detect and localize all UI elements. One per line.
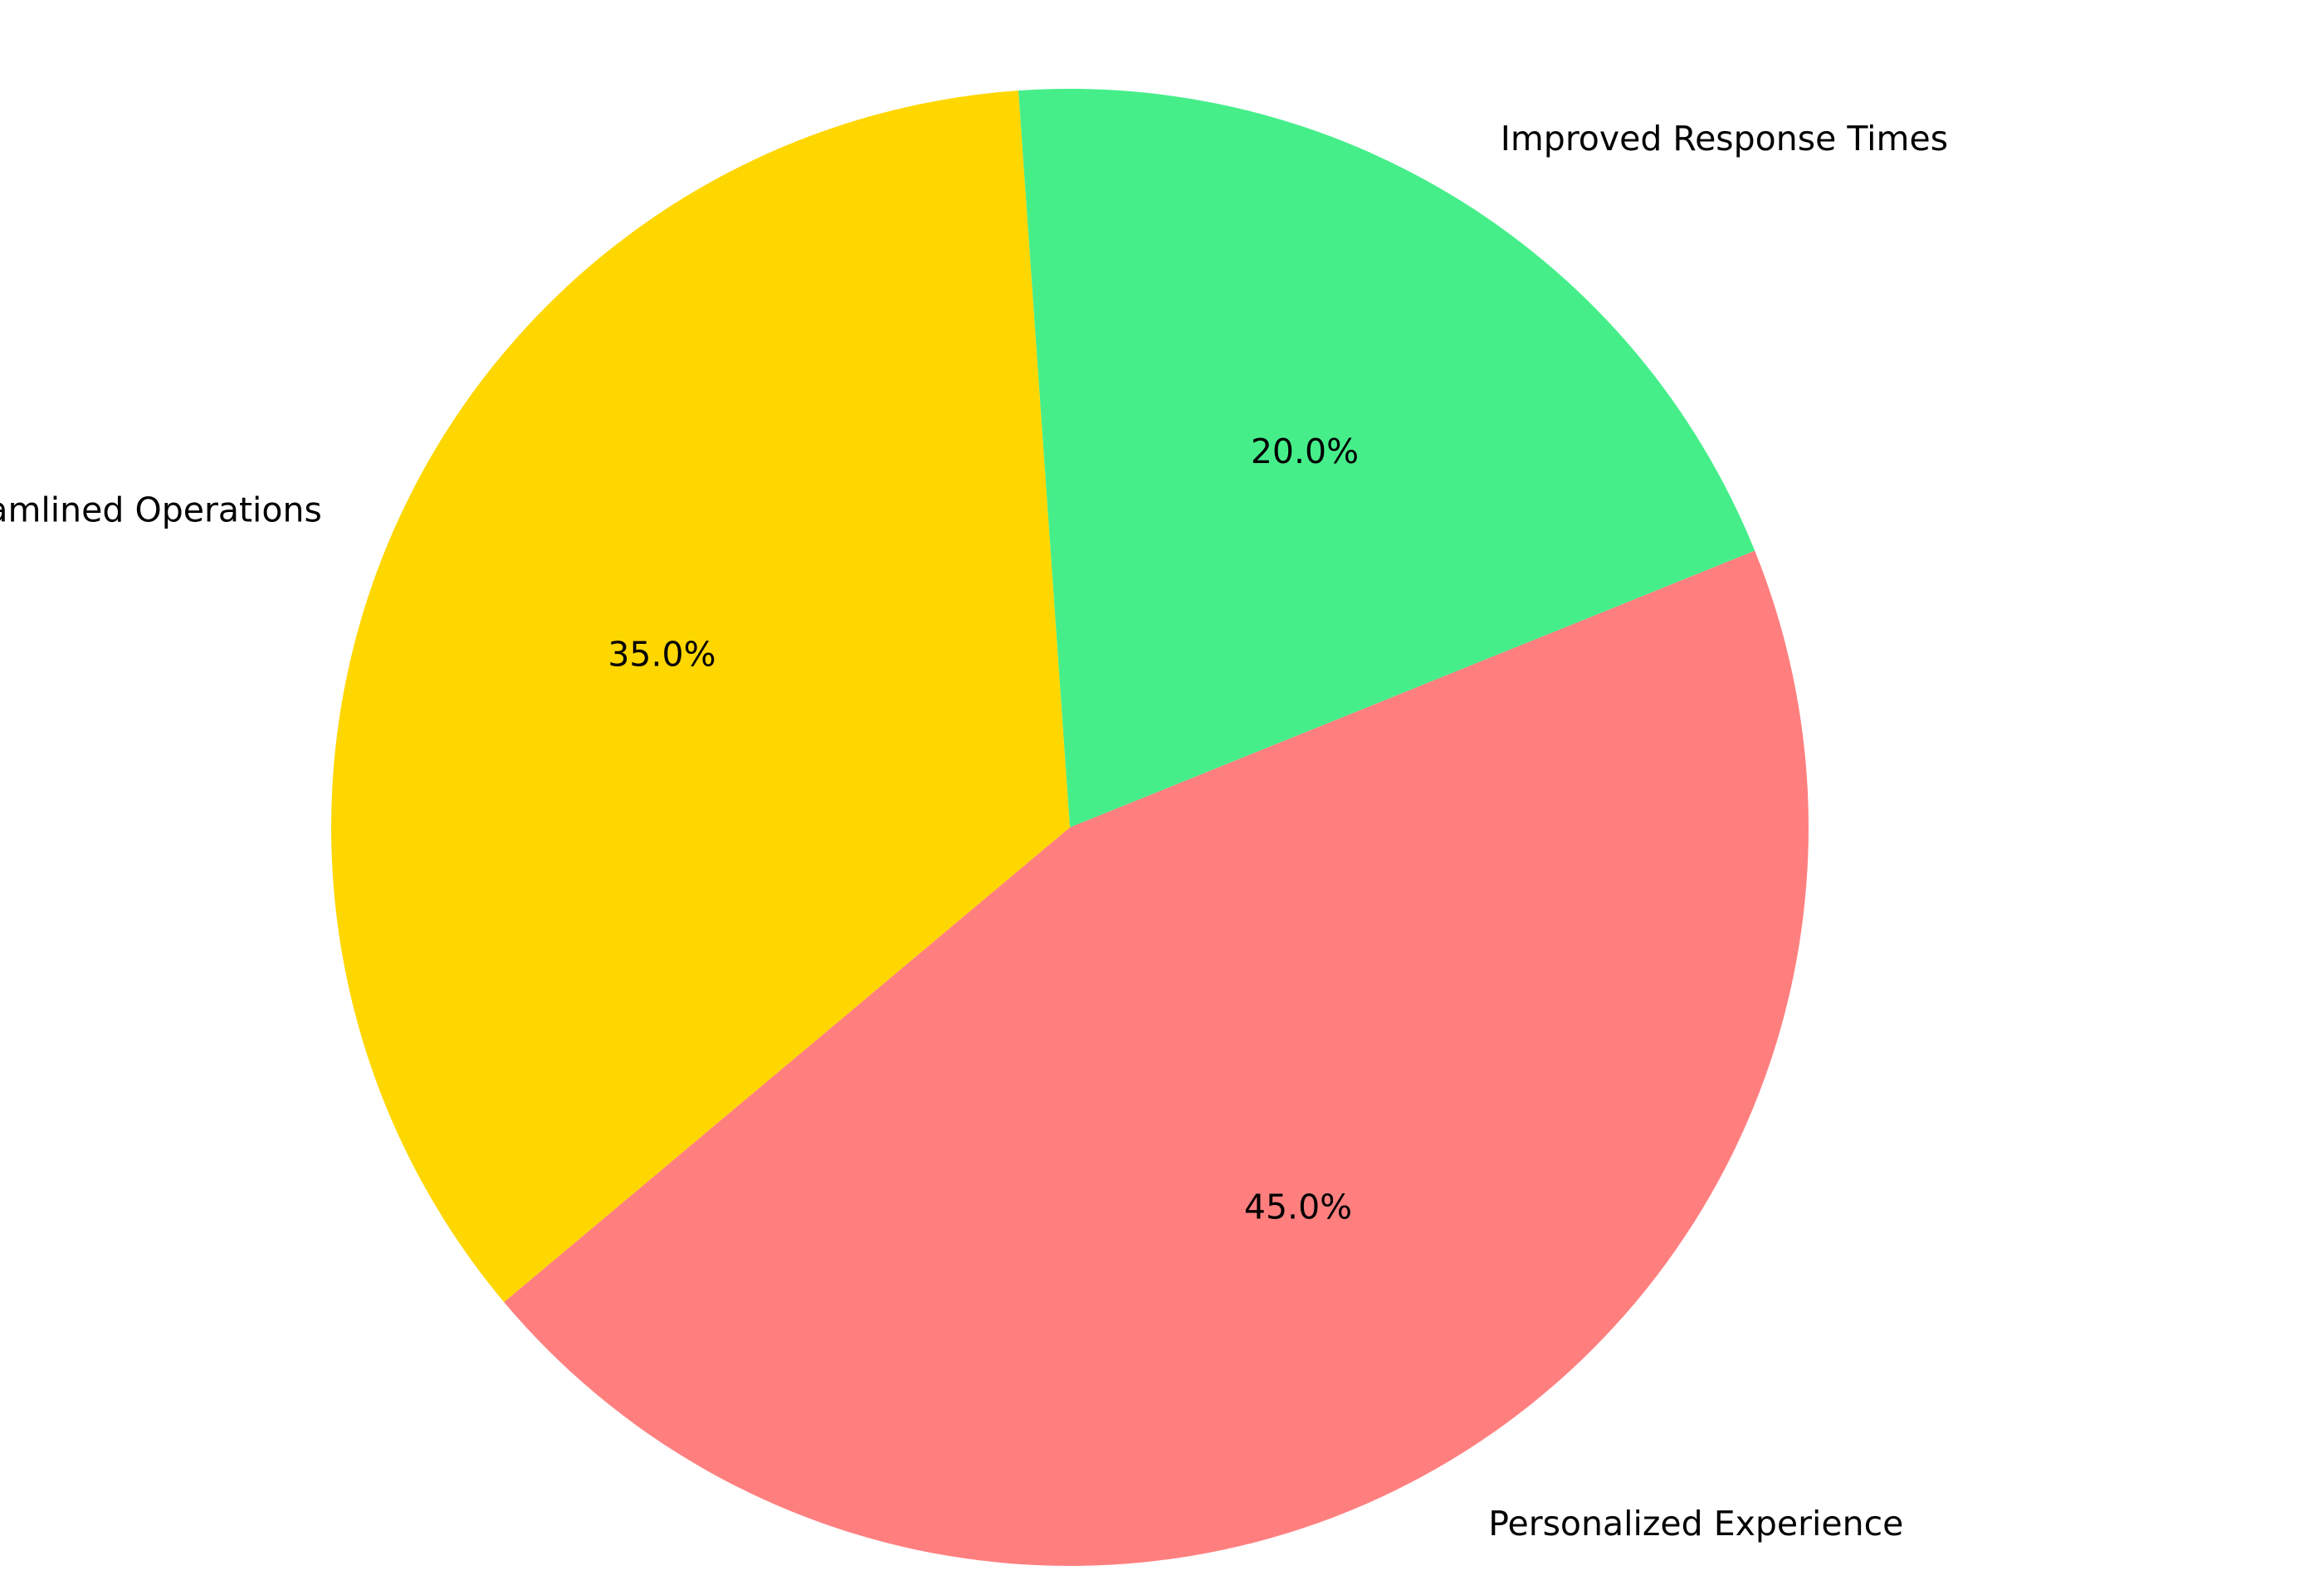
- pie-pct-label-streamlined-operations: 35.0%: [608, 634, 715, 674]
- pie-slice-streamlined-operations: [331, 90, 1070, 1303]
- pie-pct-label-improved-response-times: 20.0%: [1251, 432, 1359, 471]
- pie-labels: 45.0% Personalized Experience 20.0% Improve…: [0, 119, 1948, 1544]
- pie-pct-label-personalized-experience: 45.0%: [1244, 1188, 1352, 1227]
- pie-category-label-personalized-experience: Personalized Experience: [1488, 1504, 1903, 1544]
- pie-slices: [331, 89, 1809, 1566]
- pie-slice-improved-response-times: [1018, 89, 1755, 827]
- pie-category-label-improved-response-times: Improved Response Times: [1501, 119, 1948, 158]
- pie-category-label-streamlined-operations: Streamlined Operations: [0, 490, 322, 529]
- pie-slice-personalized-experience: [504, 550, 1809, 1566]
